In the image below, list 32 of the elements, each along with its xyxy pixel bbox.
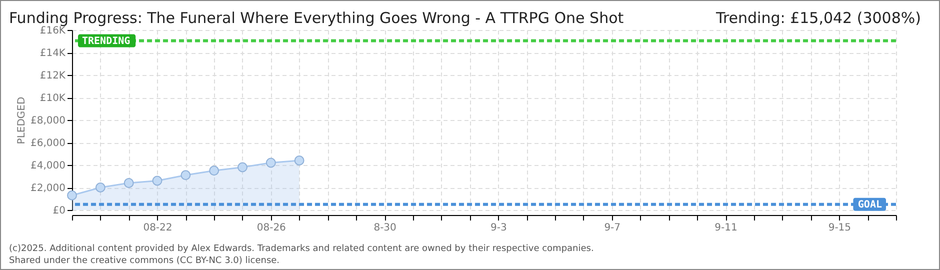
point bbox=[124, 178, 134, 188]
x-tick-label: 9-3 bbox=[490, 222, 507, 234]
x-tick-label: 08-22 bbox=[143, 222, 172, 234]
point bbox=[238, 162, 248, 172]
point bbox=[266, 158, 276, 168]
y-tick-label: £14K bbox=[40, 48, 66, 59]
y-tick-label: £8,000 bbox=[30, 116, 66, 126]
y-tick-label: £0 bbox=[52, 206, 66, 216]
point bbox=[152, 176, 162, 186]
x-tick-label: 9-7 bbox=[604, 222, 621, 234]
point bbox=[294, 156, 304, 166]
point bbox=[209, 166, 220, 176]
text: (c)2025. Additional content provided by Alex Edwards. Trademarks and related content are owned by their respective companies. bbox=[9, 243, 594, 255]
y-tick-label: £2,000 bbox=[30, 183, 66, 194]
y-axis-title: PLEDGED bbox=[16, 96, 28, 144]
y-tick-label: £12K bbox=[40, 70, 66, 82]
y-tick-label: £6,000 bbox=[30, 138, 66, 149]
x-tick-label: 9-11 bbox=[714, 222, 738, 234]
x-tick-label: 8-30 bbox=[374, 222, 396, 234]
x-tick-label: 08-26 bbox=[256, 222, 286, 234]
x-tick-label: 9-15 bbox=[828, 222, 852, 234]
text: Shared under the creative commons (CC BY-NC 3.0) license. bbox=[9, 255, 281, 267]
ref-line-label: TRENDING bbox=[82, 36, 130, 47]
y-tick-label: £16K bbox=[40, 26, 66, 36]
chart-title: Funding Progress: The Funeral Where Everything Goes Wrong - A TTRPG One Shot bbox=[9, 9, 624, 27]
y-tick-label: £4,000 bbox=[30, 160, 66, 172]
point bbox=[180, 170, 191, 180]
chart-subtitle: Trending: £15,042 (3008%) bbox=[716, 9, 921, 27]
y-tick-label: £10K bbox=[40, 93, 66, 104]
ref-line-label: GOAL bbox=[858, 199, 882, 210]
point bbox=[95, 182, 106, 192]
point bbox=[67, 190, 77, 200]
